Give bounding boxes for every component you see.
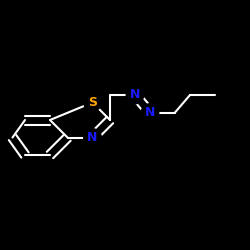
Circle shape — [141, 104, 159, 121]
Circle shape — [84, 94, 101, 111]
Text: N: N — [87, 131, 98, 144]
Circle shape — [84, 129, 101, 146]
Text: N: N — [145, 106, 155, 119]
Circle shape — [126, 86, 144, 104]
Text: N: N — [130, 88, 140, 102]
Text: S: S — [88, 96, 97, 109]
